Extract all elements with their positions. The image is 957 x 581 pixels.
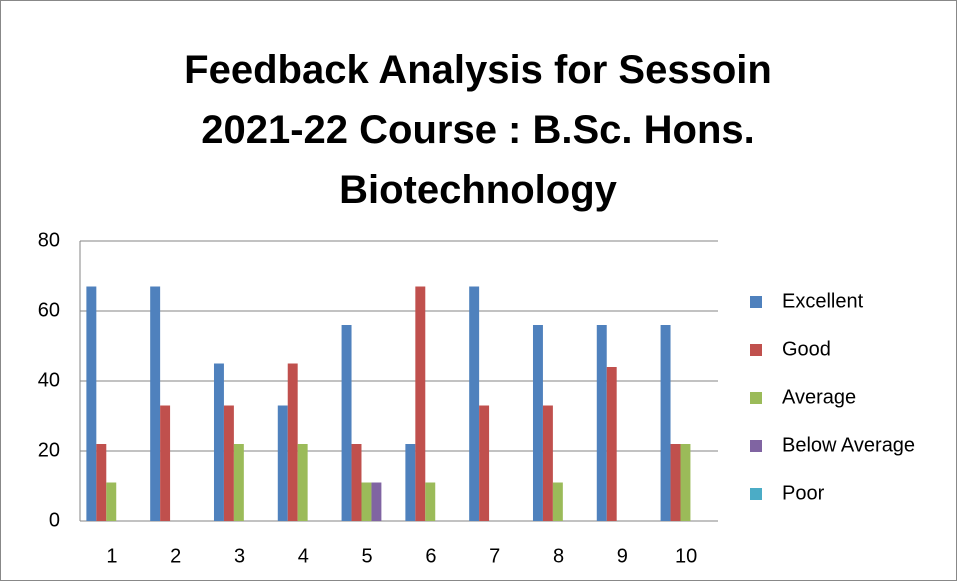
bar — [542, 405, 553, 521]
legend-swatch — [750, 392, 762, 404]
y-tick-label: 60 — [38, 299, 60, 321]
x-tick-label: 4 — [298, 545, 309, 567]
x-tick-label: 8 — [553, 545, 564, 567]
bar — [361, 482, 372, 521]
x-tick-label: 9 — [617, 545, 628, 567]
y-tick-label: 40 — [38, 369, 60, 391]
bar — [277, 405, 288, 521]
bar — [351, 444, 362, 521]
bar — [606, 367, 617, 521]
x-tick-label: 1 — [106, 545, 117, 567]
bar — [371, 482, 382, 521]
bar — [469, 286, 480, 521]
bar — [670, 444, 681, 521]
legend-label: Below Average — [782, 434, 915, 456]
bar — [405, 444, 416, 521]
bar — [596, 325, 607, 521]
bar — [297, 444, 308, 521]
bar — [680, 444, 691, 521]
legend-label: Average — [782, 386, 856, 408]
bar — [150, 286, 161, 521]
x-tick-label: 10 — [675, 545, 697, 567]
bar — [86, 286, 97, 521]
legend-label: Excellent — [782, 290, 864, 312]
bar — [341, 325, 352, 521]
y-tick-label: 80 — [38, 229, 60, 251]
bar — [660, 325, 671, 521]
bar — [287, 363, 298, 521]
bar — [233, 444, 244, 521]
x-tick-label: 2 — [170, 545, 181, 567]
legend-swatch — [750, 296, 762, 308]
legend-label: Good — [782, 338, 831, 360]
bar — [552, 482, 563, 521]
bar — [415, 286, 426, 521]
chart-title: Feedback Analysis for Sessoin 2021-22 Co… — [184, 48, 772, 212]
legend-swatch — [750, 344, 762, 356]
y-tick-label: 20 — [38, 439, 60, 461]
bar — [213, 363, 224, 521]
legend-swatch — [750, 488, 762, 500]
x-tick-label: 3 — [234, 545, 245, 567]
legend-label: Poor — [782, 482, 825, 504]
bar — [532, 325, 543, 521]
bar — [223, 405, 234, 521]
bar — [160, 405, 171, 521]
x-tick-label: 6 — [425, 545, 436, 567]
bar — [479, 405, 490, 521]
y-tick-label: 0 — [49, 509, 60, 531]
bar — [425, 482, 436, 521]
x-tick-label: 5 — [362, 545, 373, 567]
x-tick-label: 7 — [489, 545, 500, 567]
legend-swatch — [750, 440, 762, 452]
bar — [96, 444, 107, 521]
bar — [106, 482, 117, 521]
